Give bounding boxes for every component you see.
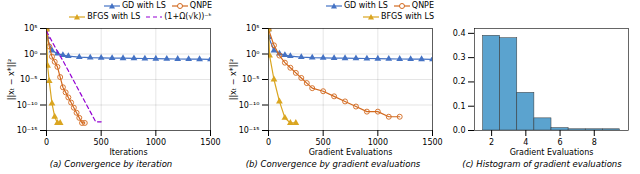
html-text:(1+Ω(√k))⁻ᵏ: (1+Ω(√k))⁻ᵏ [164, 12, 212, 21]
svg-text:4: 4 [523, 138, 528, 147]
svg-text:1500: 1500 [422, 138, 442, 147]
html-text:(c) Histogram of gradient eval: (c) Histogram of gradient evaluations [462, 159, 622, 169]
svg-text:10⁵: 10⁵ [24, 24, 37, 33]
svg-text:0.1: 0.1 [453, 102, 466, 111]
svg-text:6: 6 [558, 138, 563, 147]
svg-text:10⁵: 10⁵ [246, 24, 259, 33]
svg-text:1500: 1500 [200, 138, 220, 147]
html-text:GD with LS: GD with LS [343, 1, 388, 10]
svg-text:0.0: 0.0 [453, 126, 466, 135]
svg-text:10⁻¹⁰: 10⁻¹⁰ [17, 101, 38, 110]
html-text:BFGS with LS: BFGS with LS [87, 12, 141, 21]
svg-text:Gradient Evaluations: Gradient Evaluations [309, 148, 393, 157]
svg-text:10⁻⁵: 10⁻⁵ [242, 75, 260, 84]
svg-text:0.4: 0.4 [453, 29, 466, 38]
html-text:(b) Convergence by gradient ev: (b) Convergence by gradient evaluations [245, 159, 421, 169]
svg-text:500: 500 [316, 138, 331, 147]
svg-text:500: 500 [94, 138, 109, 147]
svg-text:0: 0 [266, 138, 271, 147]
svg-text:1000: 1000 [146, 138, 166, 147]
svg-text:10⁻¹⁵: 10⁻¹⁵ [239, 126, 260, 135]
svg-text:Iterations: Iterations [109, 148, 147, 157]
svg-text:10⁰: 10⁰ [246, 50, 259, 59]
svg-text:0.3: 0.3 [453, 53, 466, 62]
html-text:BFGS with LS: BFGS with LS [381, 12, 434, 21]
svg-text:||xₜ − x*||²: ||xₜ − x*||² [229, 59, 238, 101]
html-text:QNPE: QNPE [411, 1, 434, 10]
svg-text:2: 2 [489, 138, 494, 147]
svg-text:0: 0 [44, 138, 49, 147]
html-text:GD with LS: GD with LS [121, 1, 166, 10]
svg-text:Gradient Evaluations: Gradient Evaluations [510, 148, 594, 157]
svg-text:0.2: 0.2 [453, 77, 466, 86]
svg-text:||xₜ − x*||²: ||xₜ − x*||² [7, 59, 16, 101]
html-text:QNPE: QNPE [189, 1, 212, 10]
svg-text:8: 8 [592, 138, 597, 147]
svg-text:10⁻¹⁰: 10⁻¹⁰ [239, 101, 260, 110]
svg-text:1000: 1000 [368, 138, 388, 147]
svg-text:10⁰: 10⁰ [24, 50, 37, 59]
svg-text:10⁻⁵: 10⁻⁵ [20, 75, 38, 84]
svg-text:10⁻¹⁵: 10⁻¹⁵ [17, 126, 38, 135]
html-text:(a) Convergence by iteration: (a) Convergence by iteration [49, 159, 173, 169]
